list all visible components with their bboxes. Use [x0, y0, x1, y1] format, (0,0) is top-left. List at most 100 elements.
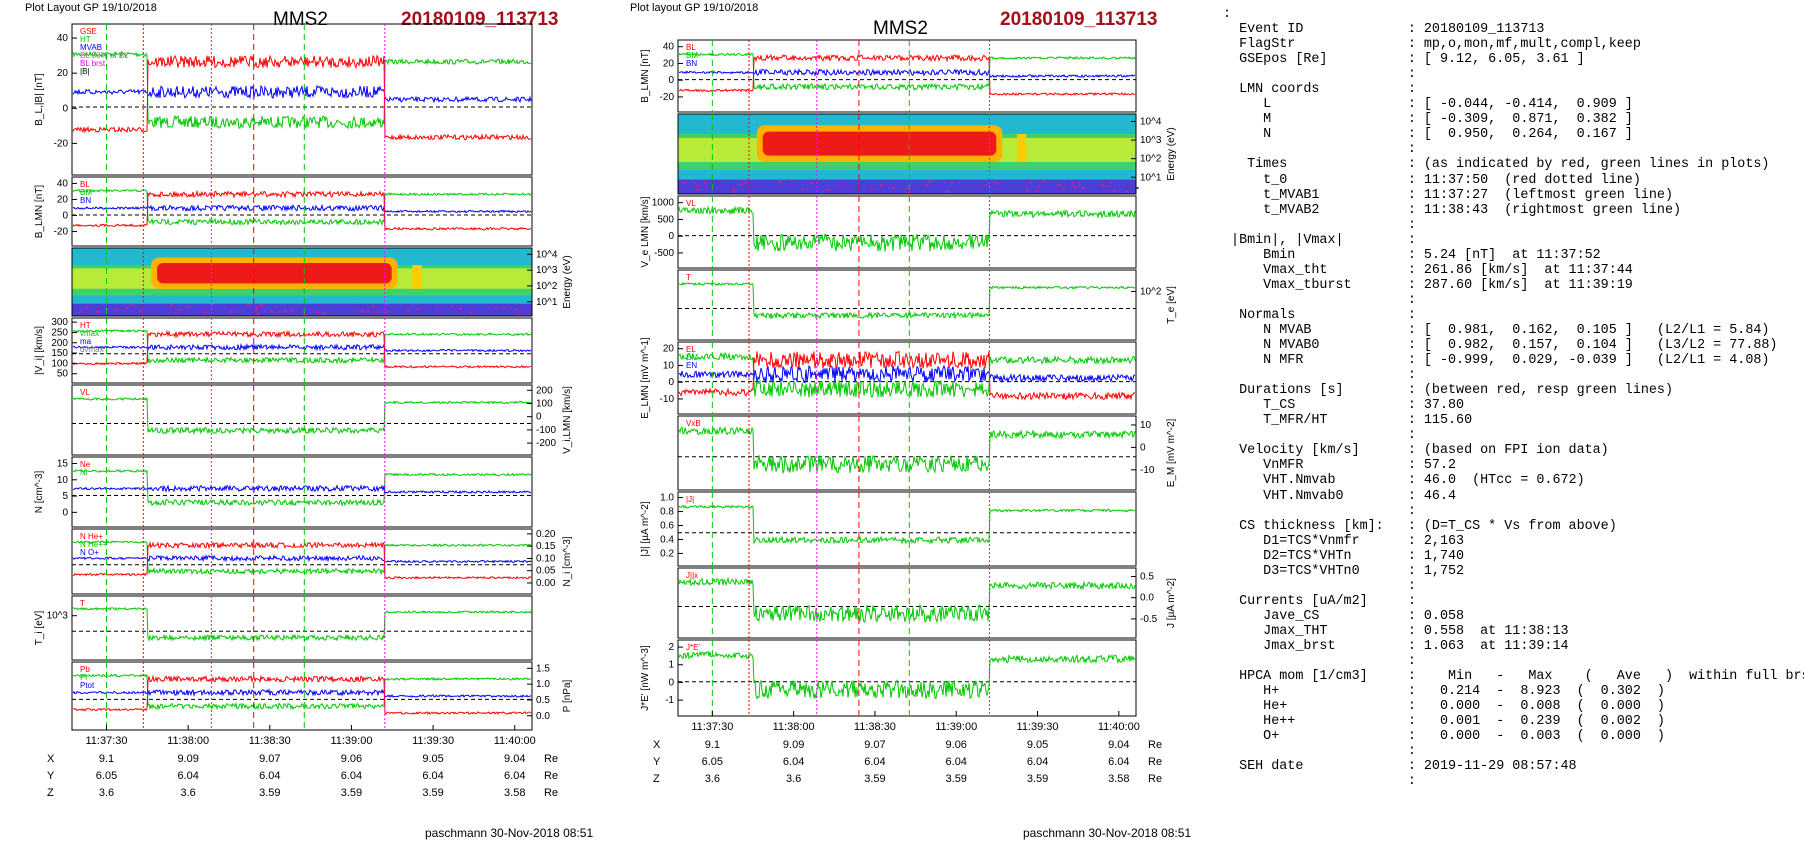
info-line: Velocity [km/s] : (based on FPI ion data… [1223, 443, 1609, 459]
legend-entry: VL [686, 199, 696, 208]
y-tick-label: 50 [57, 369, 69, 380]
spectrogram-noise [984, 183, 988, 186]
series-trace [72, 688, 532, 699]
right-plot-header: Plot layout GP 19/10/2018 [630, 2, 759, 14]
spectrogram-noise [950, 181, 954, 184]
legend-entry: Ne [80, 460, 91, 469]
panel-frame [71, 528, 533, 595]
position-unit: Re [544, 753, 558, 765]
y-tick-label: 0 [668, 75, 674, 86]
panel-frame [71, 247, 533, 317]
legend-entry: |J| [686, 495, 694, 504]
spectrogram-noise [125, 307, 129, 310]
y-tick-label: 10 [57, 475, 69, 486]
legend-entry: EN [686, 361, 697, 370]
spectrogram-noise [85, 309, 89, 312]
spectrogram-noise [361, 310, 365, 313]
y-tick-label: -20 [660, 92, 675, 103]
panel-frame [677, 341, 1137, 415]
spectrogram-noise [716, 184, 720, 187]
y-tick-label: 0 [62, 211, 68, 222]
position-value: 6.04 [504, 770, 525, 782]
spectrogram-noise [1025, 189, 1029, 192]
y-tick-label: 0.15 [536, 541, 556, 552]
spectrogram-noise [80, 312, 84, 315]
info-line: SEH date : 2019-11-29 08:57:48 [1223, 759, 1577, 775]
spectrogram-noise [695, 184, 699, 187]
spectrogram-noise [357, 304, 361, 307]
spectrogram-sheath-core [157, 262, 392, 284]
series-trace [678, 52, 1136, 92]
spectrogram-noise [286, 310, 290, 313]
info-line: : [1223, 774, 1416, 790]
series-trace [72, 540, 532, 576]
info-line: N MFR : [ -0.999, 0.029, -0.039 ] (L2/L1… [1223, 353, 1770, 369]
spectrogram-noise [253, 310, 257, 313]
y-tick-label: 10 [1140, 420, 1152, 431]
series-trace [72, 189, 532, 231]
spectrogram-noise [215, 307, 219, 310]
left-spacecraft-title: MMS2 [273, 9, 328, 30]
y-tick-label: 40 [57, 178, 69, 189]
y-tick-label: 20 [663, 58, 675, 69]
position-value: 6.04 [1108, 756, 1129, 768]
y-tick-label: 20 [663, 344, 675, 355]
series-trace [72, 540, 532, 580]
spectrogram-noise [147, 305, 151, 308]
position-value: 6.04 [177, 770, 198, 782]
series-trace [72, 606, 532, 642]
legend-entry: MVAB [80, 43, 102, 52]
spectrogram-low-energy-band [72, 303, 532, 316]
spectrogram-noise [936, 185, 940, 188]
panel-frame [71, 456, 533, 528]
position-value: 9.06 [341, 753, 362, 765]
spectrogram-noise [1062, 187, 1066, 190]
info-line: D3=TCS*VHTn0 : 1,752 [1223, 563, 1465, 579]
spectrogram-noise [1112, 189, 1116, 192]
y-axis-label: T_e [eV] [1166, 286, 1177, 324]
spectrogram-noise [237, 307, 241, 310]
spectrogram-noise [1052, 186, 1056, 189]
position-value: 9.05 [422, 753, 443, 765]
info-line: GSEpos [Re] : [ 9.12, 6.05, 3.61 ] [1223, 52, 1585, 68]
position-value: 3.59 [422, 787, 443, 799]
position-value: 9.04 [504, 753, 525, 765]
spectrogram-noise [277, 310, 281, 313]
y-tick-label: 100 [51, 358, 68, 369]
position-value: 6.04 [341, 770, 362, 782]
position-value: 3.6 [181, 787, 196, 799]
spectrogram-noise [375, 311, 379, 314]
spectrogram-noise [1070, 181, 1074, 184]
spectrogram-noise [316, 313, 320, 316]
spectrogram-noise [678, 186, 682, 189]
spectrogram-noise [778, 180, 782, 183]
position-value: 6.04 [422, 770, 443, 782]
info-line: : [1223, 142, 1416, 158]
series-trace [72, 50, 532, 130]
info-line: Bmin : 5.24 [nT] at 11:37:52 [1223, 247, 1601, 263]
position-value: 9.09 [177, 753, 198, 765]
spectrogram-noise [1041, 185, 1045, 188]
spectrogram-noise [517, 313, 521, 316]
series-trace [72, 203, 532, 214]
x-tick-label: 11:38:00 [167, 735, 209, 747]
spectrogram-noise [849, 190, 853, 193]
info-line: t_MVAB2 : 11:38:43 (rightmost green line… [1223, 202, 1682, 218]
spectrogram-noise [340, 305, 344, 308]
y-tick-label: 15 [57, 459, 69, 470]
x-tick-label: 11:38:30 [854, 721, 896, 733]
panel-frame [677, 567, 1137, 639]
spectrogram-noise [1104, 184, 1108, 187]
y-tick-label: -500 [654, 248, 674, 259]
spectrogram-noise [283, 309, 287, 312]
spectrogram-noise [204, 311, 208, 314]
legend-entry: T [80, 599, 85, 608]
spectrogram-noise [1081, 186, 1085, 189]
spectrogram-noise [1056, 187, 1060, 190]
x-tick-label: 11:39:30 [412, 735, 454, 747]
spectrogram-noise [732, 188, 736, 191]
legend-entry: T [686, 273, 691, 282]
spectrogram-noise [457, 308, 461, 311]
spectrogram-noise [212, 307, 216, 310]
spectrogram-noise [522, 311, 526, 314]
